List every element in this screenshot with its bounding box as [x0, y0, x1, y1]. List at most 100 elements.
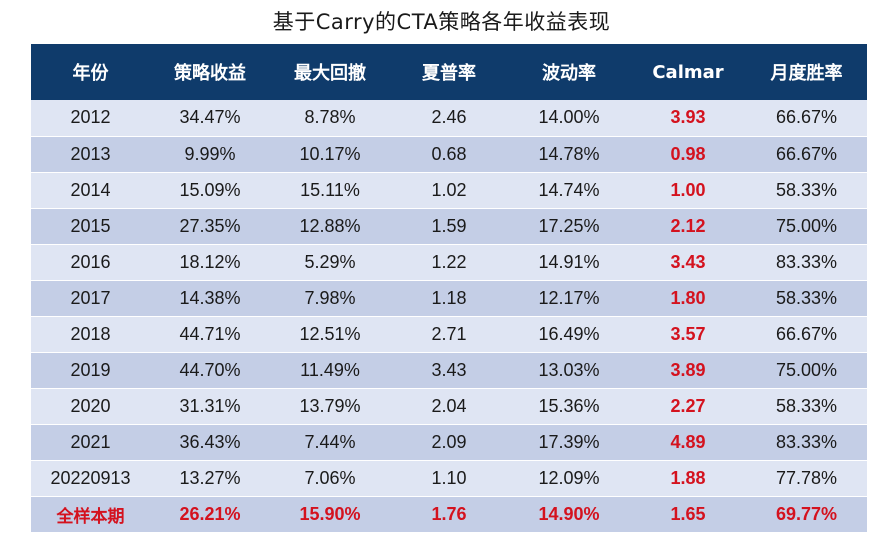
cell-volatility: 17.39%	[508, 424, 630, 461]
cell-year: 2021	[31, 424, 150, 461]
summary-cell-volatility: 14.90%	[508, 496, 630, 533]
summary-row: 全样本期 26.21% 15.90% 1.76 14.90% 1.65 69.77%	[31, 496, 867, 533]
cell-year: 2017	[31, 280, 150, 317]
cell-strategy-return: 13.27%	[150, 460, 270, 497]
cell-monthly-win-rate: 58.33%	[746, 172, 867, 209]
cell-calmar: 1.00	[630, 172, 746, 209]
table-header-row: 年份 策略收益 最大回撤 夏普率 波动率 Calmar 月度胜率	[31, 44, 867, 100]
cell-strategy-return: 36.43%	[150, 424, 270, 461]
header-monthly-win-rate: 月度胜率	[770, 63, 843, 84]
cell-max-drawdown: 7.06%	[270, 460, 390, 497]
cell-calmar: 3.89	[630, 352, 746, 389]
summary-cell-monthly-win-rate: 69.77%	[746, 496, 867, 533]
table-row: 2017 14.38% 7.98% 1.18 12.17% 1.80 58.33%	[31, 280, 867, 317]
table-row: 2014 15.09% 15.11% 1.02 14.74% 1.00 58.33%	[31, 172, 867, 209]
cell-sharpe: 1.18	[390, 280, 508, 317]
summary-cell-sharpe: 1.76	[390, 496, 508, 533]
cell-sharpe: 0.68	[390, 136, 508, 173]
cell-volatility: 14.78%	[508, 136, 630, 173]
cell-year: 2013	[31, 136, 150, 173]
cell-volatility: 12.09%	[508, 460, 630, 497]
cell-monthly-win-rate: 77.78%	[746, 460, 867, 497]
cell-volatility: 16.49%	[508, 316, 630, 353]
table-row: 2020 31.31% 13.79% 2.04 15.36% 2.27 58.33%	[31, 388, 867, 425]
cell-volatility: 14.74%	[508, 172, 630, 209]
cell-sharpe: 1.10	[390, 460, 508, 497]
cell-volatility: 17.25%	[508, 208, 630, 245]
cell-calmar: 3.57	[630, 316, 746, 353]
table-row: 2016 18.12% 5.29% 1.22 14.91% 3.43 83.33%	[31, 244, 867, 281]
cell-strategy-return: 27.35%	[150, 208, 270, 245]
table-row: 20220913 13.27% 7.06% 1.10 12.09% 1.88 77.78%	[31, 460, 867, 497]
cell-sharpe: 2.71	[390, 316, 508, 353]
cell-volatility: 13.03%	[508, 352, 630, 389]
cell-sharpe: 3.43	[390, 352, 508, 389]
cell-monthly-win-rate: 58.33%	[746, 388, 867, 425]
cell-year: 2014	[31, 172, 150, 209]
cell-year: 2020	[31, 388, 150, 425]
cell-max-drawdown: 10.17%	[270, 136, 390, 173]
cell-sharpe: 1.59	[390, 208, 508, 245]
cell-monthly-win-rate: 75.00%	[746, 352, 867, 389]
header-volatility: 波动率	[542, 63, 596, 84]
table-row: 2018 44.71% 12.51% 2.71 16.49% 3.57 66.67%	[31, 316, 867, 353]
cell-max-drawdown: 12.88%	[270, 208, 390, 245]
header-sharpe: 夏普率	[422, 63, 476, 84]
cell-calmar: 2.27	[630, 388, 746, 425]
cell-year: 2018	[31, 316, 150, 353]
header-calmar: Calmar	[652, 61, 724, 83]
summary-cell-strategy-return: 26.21%	[150, 496, 270, 533]
cell-strategy-return: 44.70%	[150, 352, 270, 389]
cell-max-drawdown: 12.51%	[270, 316, 390, 353]
cell-sharpe: 2.09	[390, 424, 508, 461]
cell-max-drawdown: 13.79%	[270, 388, 390, 425]
cell-strategy-return: 31.31%	[150, 388, 270, 425]
cell-volatility: 14.00%	[508, 100, 630, 137]
summary-cell-year: 全样本期	[31, 496, 150, 533]
header-year: 年份	[72, 63, 109, 84]
summary-cell-max-drawdown: 15.90%	[270, 496, 390, 533]
table-row: 2012 34.47% 8.78% 2.46 14.00% 3.93 66.67%	[31, 100, 867, 137]
cell-max-drawdown: 8.78%	[270, 100, 390, 137]
table-row: 2015 27.35% 12.88% 1.59 17.25% 2.12 75.00%	[31, 208, 867, 245]
cell-strategy-return: 9.99%	[150, 136, 270, 173]
cell-max-drawdown: 15.11%	[270, 172, 390, 209]
table-row: 2021 36.43% 7.44% 2.09 17.39% 4.89 83.33%	[31, 424, 867, 461]
header-strategy-return: 策略收益	[174, 63, 246, 84]
cell-calmar: 4.89	[630, 424, 746, 461]
cell-calmar: 3.93	[630, 100, 746, 137]
cell-max-drawdown: 5.29%	[270, 244, 390, 281]
cell-max-drawdown: 7.98%	[270, 280, 390, 317]
summary-cell-calmar: 1.65	[630, 496, 746, 533]
table-row: 2013 9.99% 10.17% 0.68 14.78% 0.98 66.67%	[31, 136, 867, 173]
cell-volatility: 12.17%	[508, 280, 630, 317]
cell-year: 2015	[31, 208, 150, 245]
cell-year: 2012	[31, 100, 150, 137]
cell-sharpe: 1.22	[390, 244, 508, 281]
cell-strategy-return: 34.47%	[150, 100, 270, 137]
cell-sharpe: 2.04	[390, 388, 508, 425]
cell-calmar: 2.12	[630, 208, 746, 245]
cell-monthly-win-rate: 83.33%	[746, 244, 867, 281]
table-title: 基于Carry的CTA策略各年收益表现	[272, 10, 611, 34]
cell-strategy-return: 15.09%	[150, 172, 270, 209]
header-max-drawdown: 最大回撤	[294, 63, 366, 84]
cell-monthly-win-rate: 75.00%	[746, 208, 867, 245]
cell-year: 20220913	[31, 460, 150, 497]
cell-calmar: 1.80	[630, 280, 746, 317]
table-row: 2019 44.70% 11.49% 3.43 13.03% 3.89 75.00%	[31, 352, 867, 389]
cell-monthly-win-rate: 66.67%	[746, 100, 867, 137]
cell-calmar: 3.43	[630, 244, 746, 281]
cell-strategy-return: 14.38%	[150, 280, 270, 317]
cell-year: 2016	[31, 244, 150, 281]
cell-year: 2019	[31, 352, 150, 389]
cell-volatility: 14.91%	[508, 244, 630, 281]
cell-sharpe: 1.02	[390, 172, 508, 209]
cell-sharpe: 2.46	[390, 100, 508, 137]
cell-max-drawdown: 11.49%	[270, 352, 390, 389]
cell-calmar: 0.98	[630, 136, 746, 173]
cell-calmar: 1.88	[630, 460, 746, 497]
cell-monthly-win-rate: 83.33%	[746, 424, 867, 461]
cell-strategy-return: 18.12%	[150, 244, 270, 281]
performance-table: 年份 策略收益 最大回撤 夏普率 波动率 Calmar 月度胜率 2012 34.…	[31, 44, 867, 533]
